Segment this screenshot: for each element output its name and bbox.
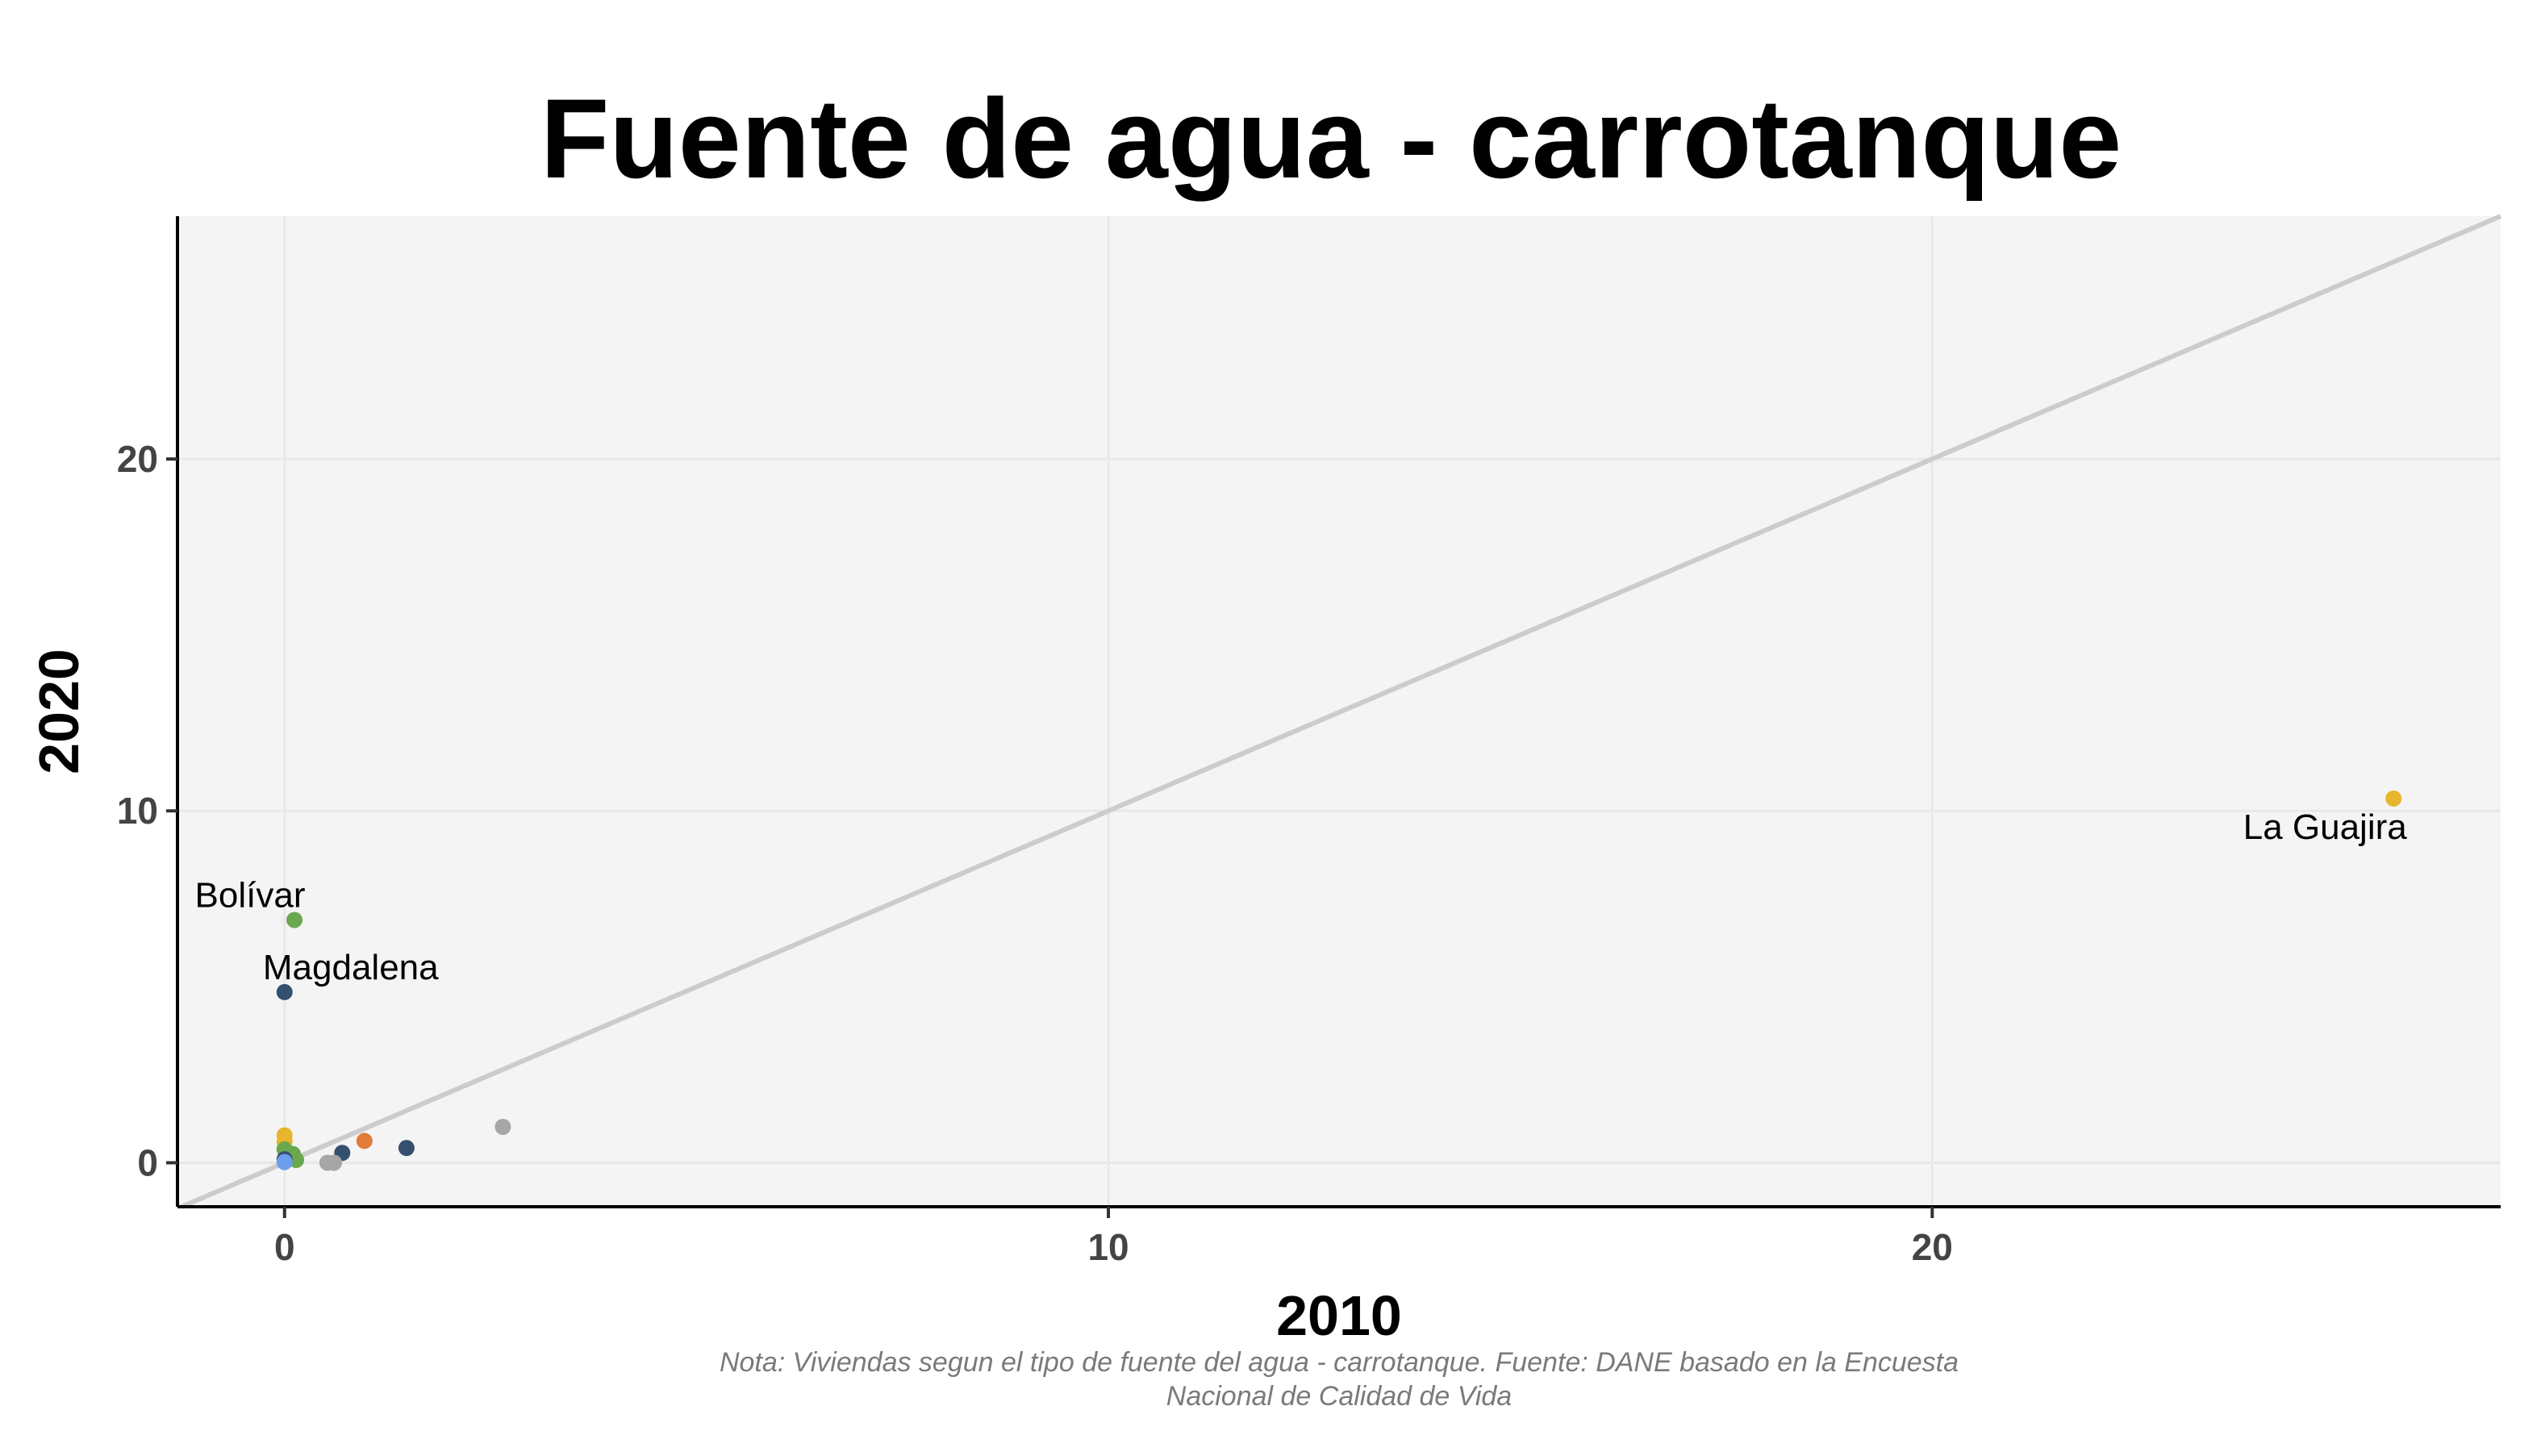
reference-line-group — [180, 214, 2502, 1209]
data-points — [276, 790, 2402, 1171]
data-point-16 — [276, 1154, 293, 1170]
caption-line-2: Nacional de Calidad de Vida — [1166, 1381, 1512, 1412]
x-tick-label-2: 20 — [1912, 1226, 1953, 1268]
x-axis-title: 2010 — [1276, 1284, 1402, 1347]
data-point-8 — [319, 1154, 336, 1171]
x-tick-label-0: 0 — [274, 1226, 295, 1268]
y-tick-label-2: 20 — [117, 438, 158, 480]
data-point-4 — [356, 1133, 373, 1149]
x-tick-label-1: 10 — [1087, 1226, 1129, 1268]
data-point-0 — [2385, 790, 2402, 807]
y-tick-label-1: 10 — [117, 790, 158, 832]
data-point-1 — [286, 912, 303, 928]
data-point-3 — [494, 1118, 511, 1135]
grid-lines — [177, 216, 2501, 1207]
chart-title: Fuente de agua - carrotanque — [540, 75, 2122, 202]
point-label-2: Magdalena — [263, 948, 439, 987]
caption-line-1: Nota: Viviendas segun el tipo de fuente … — [720, 1347, 1959, 1378]
reference-line — [180, 214, 2502, 1209]
point-label-0: La Guajira — [2243, 807, 2408, 847]
data-point-2 — [276, 983, 293, 1000]
tick-labels: 0 10 20 0 10 20 — [117, 438, 1953, 1268]
y-axis-title: 2020 — [27, 649, 90, 774]
data-point-5 — [398, 1140, 415, 1157]
y-tick-label-0: 0 — [137, 1141, 158, 1183]
axes — [166, 216, 2501, 1218]
point-labels: La Guajira Bolívar Magdalena — [195, 807, 2408, 987]
point-label-1: Bolívar — [195, 875, 306, 915]
